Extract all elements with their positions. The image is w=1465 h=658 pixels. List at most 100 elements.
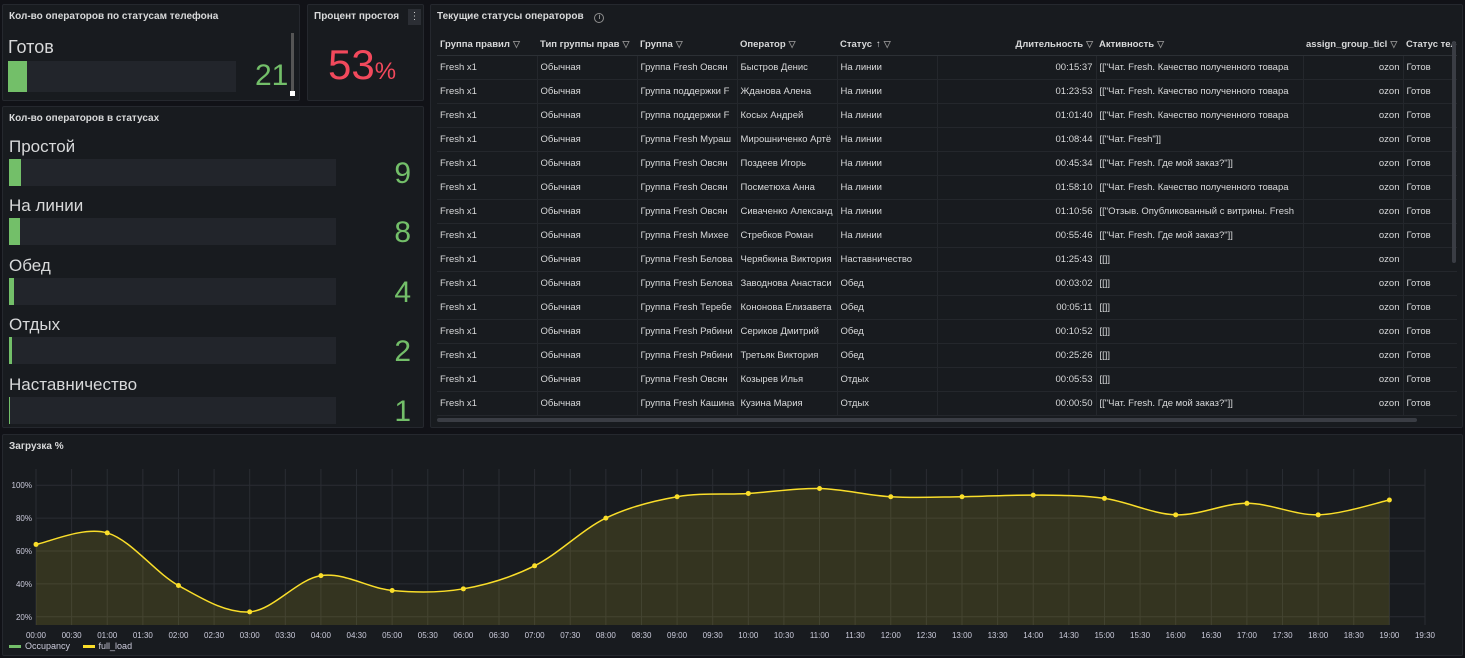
- table-header-row: Группа правил ▽ Тип группы прав ▽ Группа ▽ …: [437, 33, 1457, 56]
- filter-icon[interactable]: ▽: [883, 38, 891, 49]
- table-row[interactable]: Fresh x1 Обычная Группа Fresh Овсян Сивачен…: [437, 199, 1457, 224]
- table-cell: Fresh x1: [437, 391, 537, 416]
- stat-label: Готов: [8, 37, 54, 57]
- column-header[interactable]: Группа правил ▽: [437, 33, 537, 56]
- table-cell: 00:10:52: [936, 319, 1096, 344]
- data-point: [674, 494, 680, 500]
- column-header[interactable]: Длительность ▽: [937, 33, 1096, 56]
- filter-icon[interactable]: ▽: [1086, 38, 1093, 49]
- resize-handle[interactable]: [290, 91, 295, 96]
- filter-icon[interactable]: ▽: [622, 38, 630, 49]
- table-cell: Обычная: [536, 247, 637, 272]
- table-cell: Fresh x1: [437, 79, 537, 104]
- data-point: [1386, 497, 1392, 503]
- table-cell: Fresh x1: [437, 127, 537, 152]
- filter-icon[interactable]: ▽: [675, 38, 683, 49]
- chart-legend: Occupancy full_load: [9, 641, 132, 651]
- table-cell: Обычная: [536, 343, 637, 368]
- info-icon[interactable]: i: [594, 13, 605, 23]
- table-cell: Группа поддержки F: [636, 79, 737, 104]
- table-cell: ozon: [1302, 175, 1403, 200]
- table-cell: [["Чат. Fresh. Качество полученного това…: [1095, 175, 1303, 200]
- column-label: Длительность: [1015, 38, 1084, 50]
- status-bar: [9, 159, 336, 186]
- table-cell: Fresh x1: [437, 151, 537, 176]
- table-cell: ozon: [1302, 223, 1403, 248]
- table-cell: Готов: [1402, 271, 1457, 296]
- table-cell: [["Чат. Fresh. Качество полученного това…: [1095, 79, 1303, 104]
- column-header[interactable]: Оператор ▽: [737, 33, 837, 56]
- status-value: 4: [394, 276, 411, 309]
- table-row[interactable]: Fresh x1 Обычная Группа Fresh Овсян Посметю…: [437, 175, 1457, 200]
- legend-label: full_load: [98, 641, 133, 651]
- column-header[interactable]: Активность ▽: [1096, 33, 1303, 56]
- idle-number: 53: [328, 41, 375, 88]
- x-tick-label: 18:00: [1308, 631, 1329, 640]
- filter-icon[interactable]: ▽: [1390, 38, 1398, 49]
- status-label: Отдых: [9, 315, 61, 334]
- filter-icon[interactable]: ▽: [1157, 38, 1165, 49]
- column-header[interactable]: Статус ↑ ▽: [837, 33, 937, 56]
- table-cell: На линии: [836, 175, 937, 200]
- table-row[interactable]: Fresh x1 Обычная Группа Fresh Рябини Серико…: [437, 319, 1457, 344]
- x-tick-label: 17:30: [1273, 631, 1294, 640]
- x-tick-label: 10:00: [738, 631, 759, 640]
- table-cell: Обычная: [536, 367, 637, 392]
- table-cell: Fresh x1: [437, 343, 537, 368]
- x-tick-label: 06:00: [453, 631, 474, 640]
- table-row[interactable]: Fresh x1 Обычная Группа Fresh Белова Черябк…: [437, 247, 1457, 272]
- status-bar-fill: [9, 218, 20, 245]
- vertical-scrollbar[interactable]: [1452, 41, 1456, 263]
- x-tick-label: 01:30: [133, 631, 154, 640]
- table-row[interactable]: Fresh x1 Обычная Группа поддержки F Косых А…: [437, 103, 1457, 128]
- filter-icon[interactable]: ▽: [512, 38, 520, 49]
- table-row[interactable]: Fresh x1 Обычная Группа Fresh Рябини Третья…: [437, 343, 1457, 368]
- table-cell: На линии: [836, 199, 937, 224]
- x-tick-label: 16:00: [1166, 631, 1187, 640]
- table-row[interactable]: Fresh x1 Обычная Группа поддержки F Жданова…: [437, 79, 1457, 104]
- data-point: [104, 530, 110, 536]
- table-row[interactable]: Fresh x1 Обычная Группа Fresh Овсян Быстров…: [437, 55, 1457, 80]
- data-point: [1244, 500, 1250, 506]
- table-cell: Третьяк Виктория: [736, 343, 837, 368]
- column-header[interactable]: Группа ▽: [637, 33, 737, 56]
- table-cell: Обед: [836, 295, 937, 320]
- table-cell: Группа Fresh Теребе: [636, 295, 737, 320]
- legend-item-occupancy[interactable]: Occupancy: [9, 641, 70, 651]
- table-cell: Обычная: [536, 391, 637, 416]
- table-row[interactable]: Fresh x1 Обычная Группа Fresh Михее Стребко…: [437, 223, 1457, 248]
- table-row[interactable]: Fresh x1 Обычная Группа Fresh Кашина Кузина…: [437, 391, 1457, 416]
- x-tick-label: 05:00: [382, 631, 403, 640]
- table-cell: Обычная: [536, 295, 637, 320]
- table-cell: ozon: [1302, 343, 1403, 368]
- table-cell: Козырев Илья: [736, 367, 837, 392]
- current-statuses-panel: Текущие статусы операторов i Группа прав…: [430, 4, 1463, 428]
- x-tick-label: 06:30: [489, 631, 510, 640]
- x-tick-label: 04:00: [311, 631, 332, 640]
- table-cell: На линии: [836, 55, 937, 80]
- table-cell: [["Чат. Fresh. Где мой заказ?"]]: [1095, 223, 1303, 248]
- column-header[interactable]: Статус теле: [1403, 33, 1457, 56]
- table-row[interactable]: Fresh x1 Обычная Группа Fresh Овсян Поздеев…: [437, 151, 1457, 176]
- table-cell: [[]]: [1095, 319, 1303, 344]
- table-row[interactable]: Fresh x1 Обычная Группа Fresh Мураш Мирошни…: [437, 127, 1457, 152]
- table-cell: ozon: [1302, 319, 1403, 344]
- status-value: 1: [394, 395, 411, 428]
- status-value: 2: [394, 335, 411, 368]
- horizontal-scrollbar[interactable]: [437, 418, 1417, 422]
- column-header[interactable]: assign_group_ticl ▽: [1303, 33, 1403, 56]
- data-point: [1101, 495, 1107, 501]
- menu-icon[interactable]: ⋮: [408, 9, 421, 25]
- filter-icon[interactable]: ▽: [788, 38, 796, 49]
- table-row[interactable]: Fresh x1 Обычная Группа Fresh Теребе Кононо…: [437, 295, 1457, 320]
- table-cell: Fresh x1: [437, 319, 537, 344]
- table-row[interactable]: Fresh x1 Обычная Группа Fresh Овсян Козырев…: [437, 367, 1457, 392]
- legend-item-full-load[interactable]: full_load: [82, 641, 133, 651]
- table-cell: Готов: [1402, 319, 1457, 344]
- table-cell: ozon: [1302, 103, 1403, 128]
- column-header[interactable]: Тип группы прав ▽: [537, 33, 637, 56]
- scrollbar[interactable]: [291, 33, 294, 95]
- ops-by-status-panel: Кол-во операторов в статусах Простой 9 Н…: [2, 106, 424, 428]
- table-cell: Fresh x1: [437, 295, 537, 320]
- table-row[interactable]: Fresh x1 Обычная Группа Fresh Белова Заводн…: [437, 271, 1457, 296]
